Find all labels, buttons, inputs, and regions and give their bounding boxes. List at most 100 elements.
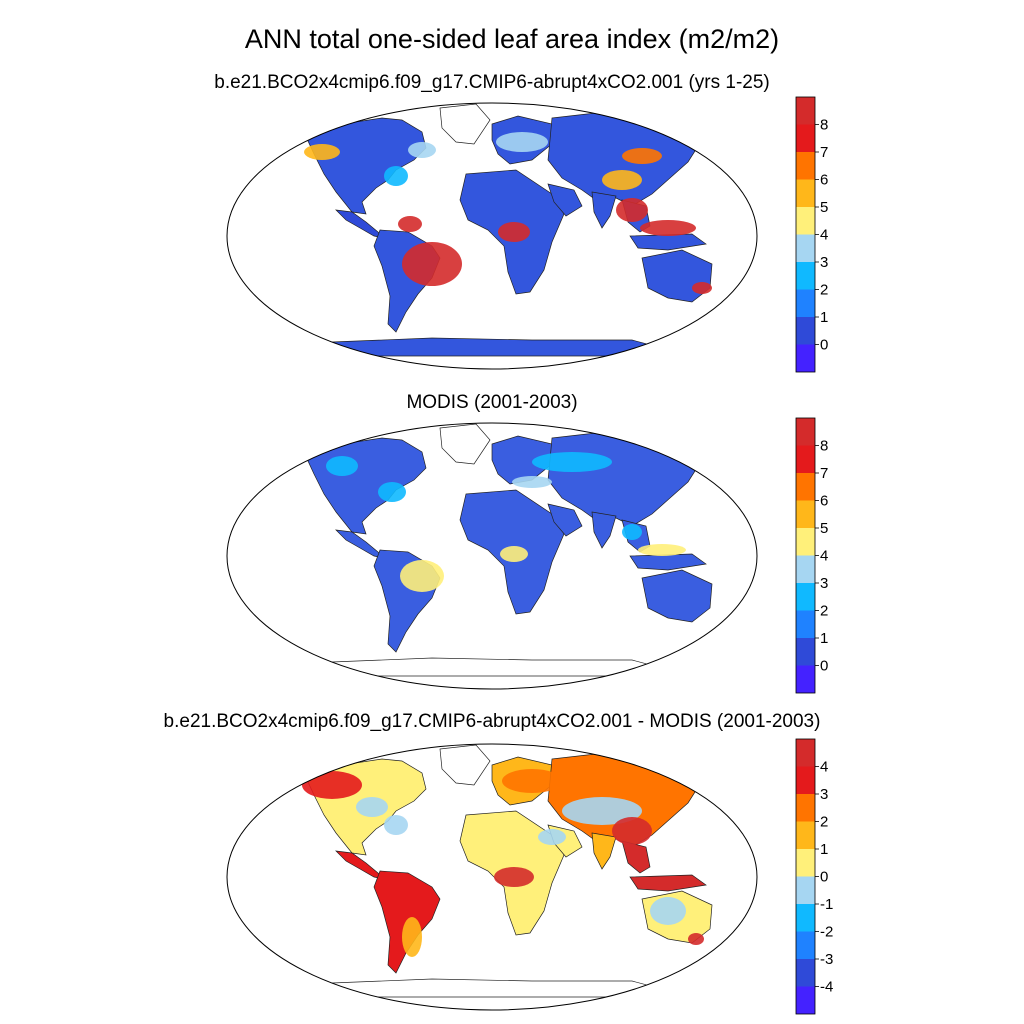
colorbar-swatch	[796, 97, 815, 125]
value-patch	[622, 524, 642, 540]
map-border-diff	[226, 743, 758, 1011]
value-patch	[400, 560, 444, 592]
main-title: ANN total one-sided leaf area index (m2/…	[245, 24, 779, 54]
colorbar-tick-label: 3	[820, 254, 828, 271]
colorbar-swatch	[796, 179, 815, 207]
value-patch	[612, 817, 652, 845]
landmass-australia	[641, 249, 713, 303]
value-patch	[408, 142, 436, 158]
landmass-arabia	[547, 503, 583, 537]
colorbar-tick-label: 0	[820, 658, 828, 675]
colorbar-tick-label: -1	[820, 896, 833, 913]
landmass-centralAmerica	[335, 209, 386, 239]
colorbar-swatch	[796, 344, 815, 372]
panel-modis: MODIS (2001-2003) 8 7 6 5 4 3 2 1 0	[226, 392, 828, 694]
panel-diff: b.e21.BCO2x4cmip6.f09_g17.CMIP6-abrupt4x…	[164, 711, 833, 1015]
value-patch	[462, 829, 502, 845]
value-patch	[638, 544, 686, 556]
landmass-centralAmerica	[335, 529, 386, 559]
colorbar-model: 8 7 6 5 4 3 2 1 0	[795, 96, 828, 373]
colorbar-swatch	[796, 317, 815, 345]
colorbar-tick-label: 7	[820, 144, 828, 161]
value-patch	[326, 456, 358, 476]
landmass-india	[591, 191, 617, 229]
landmass-antarctica	[291, 978, 693, 998]
colorbar-swatch	[796, 234, 815, 262]
landmass-antarctica	[291, 337, 693, 357]
value-patch	[494, 867, 534, 887]
colorbar-swatch	[796, 583, 815, 611]
colorbar-swatch	[796, 986, 815, 1014]
colorbar-tick-label: 0	[820, 869, 828, 886]
landmass-australia	[641, 569, 713, 623]
colorbar-tick-label: 5	[820, 520, 828, 537]
colorbar-tick-label: 8	[820, 438, 828, 455]
colorbar-swatch	[796, 665, 815, 693]
colorbar-swatch	[796, 473, 815, 501]
value-patch	[302, 771, 362, 799]
landmass-greenland	[439, 103, 491, 145]
value-patch	[402, 917, 422, 957]
colorbar-swatch	[796, 555, 815, 583]
map-border-model	[226, 102, 758, 370]
landmass-india	[591, 832, 617, 870]
colorbar-swatch	[796, 528, 815, 556]
value-patch	[532, 452, 612, 472]
colorbar-swatch	[796, 821, 815, 849]
landmass-greenland	[439, 423, 491, 465]
value-patch	[378, 482, 406, 502]
colorbar-tick-label: 0	[820, 337, 828, 354]
value-patch	[650, 897, 686, 925]
colorbar-tick-label: 2	[820, 282, 828, 299]
colorbar-tick-label: 7	[820, 465, 828, 482]
land-mass-modis	[291, 423, 713, 677]
colorbar-tick-label: 1	[820, 630, 828, 647]
colorbar-swatch	[796, 739, 815, 767]
colorbar-swatch	[796, 959, 815, 987]
colorbar-tick-label: 4	[820, 548, 828, 565]
value-patch	[622, 148, 662, 164]
colorbar-tick-label: 1	[820, 309, 828, 326]
colorbar-tick-label: 2	[820, 603, 828, 620]
value-patch	[384, 815, 408, 835]
colorbar-swatch	[796, 610, 815, 638]
colorbar-swatch	[796, 262, 815, 290]
colorbar-tick-label: 8	[820, 117, 828, 134]
land-mass-diff	[291, 744, 713, 998]
colorbar-tick-label: 3	[820, 575, 828, 592]
colorbar-tick-label: 3	[820, 786, 828, 803]
value-patch	[496, 132, 548, 152]
value-patch	[500, 546, 528, 562]
colorbar-swatch	[796, 152, 815, 180]
landmass-india	[591, 511, 617, 549]
colorbar-swatch	[796, 418, 815, 446]
value-patch	[398, 216, 422, 232]
value-patch	[538, 829, 566, 845]
value-patch	[688, 933, 704, 945]
value-patch	[692, 282, 712, 294]
colorbar-tick-label: 6	[820, 493, 828, 510]
value-patch	[304, 144, 340, 160]
panel-title-model: b.e21.BCO2x4cmip6.f09_g17.CMIP6-abrupt4x…	[214, 72, 770, 93]
landmass-northAmerica	[301, 437, 427, 535]
colorbar-modis: 8 7 6 5 4 3 2 1 0	[795, 417, 828, 694]
colorbar-tick-label: -3	[820, 951, 833, 968]
colorbar-swatch	[796, 207, 815, 235]
colorbar-swatch	[796, 638, 815, 666]
colorbar-tick-label: 6	[820, 172, 828, 189]
value-patch	[562, 797, 642, 825]
panel-title-diff: b.e21.BCO2x4cmip6.f09_g17.CMIP6-abrupt4x…	[164, 711, 821, 732]
colorbar-swatch	[796, 931, 815, 959]
landmass-indonesia	[629, 874, 707, 892]
value-patch	[356, 797, 388, 817]
panel-model: b.e21.BCO2x4cmip6.f09_g17.CMIP6-abrupt4x…	[214, 72, 828, 373]
landmass-antarctica	[291, 657, 693, 677]
landmass-seAsia	[621, 840, 651, 874]
colorbar-tick-label: -4	[820, 979, 833, 996]
value-patch	[616, 198, 648, 222]
map-border-modis	[226, 422, 758, 690]
land-mass-model	[291, 103, 713, 357]
landmass-centralAmerica	[335, 850, 386, 880]
colorbar-swatch	[796, 289, 815, 317]
colorbar-tick-label: 5	[820, 199, 828, 216]
